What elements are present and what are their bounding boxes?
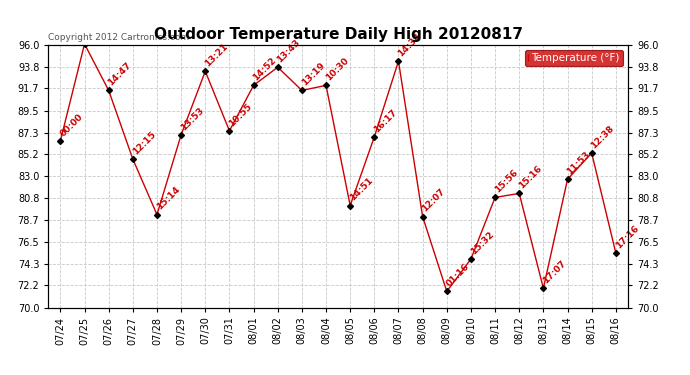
Text: 15:32: 15:32: [469, 230, 495, 256]
Text: 13:43: 13:43: [275, 38, 302, 64]
Text: 13:53: 13:53: [179, 105, 206, 132]
Text: 12:15: 12:15: [130, 130, 157, 156]
Text: 14:52: 14:52: [251, 56, 278, 82]
Text: 12:07: 12:07: [420, 187, 447, 214]
Text: Copyright 2012 Cartronics.com: Copyright 2012 Cartronics.com: [48, 33, 190, 42]
Text: 00:00: 00:00: [58, 112, 84, 138]
Legend: Temperature (°F): Temperature (°F): [525, 50, 622, 66]
Text: 15:16: 15:16: [517, 164, 544, 190]
Title: Outdoor Temperature Daily High 20120817: Outdoor Temperature Daily High 20120817: [154, 27, 522, 42]
Text: 10:30: 10:30: [324, 56, 351, 82]
Text: 15:14: 15:14: [155, 185, 181, 212]
Text: 17:16: 17:16: [613, 224, 640, 250]
Text: 11:53: 11:53: [565, 150, 592, 177]
Text: 01:16: 01:16: [444, 262, 471, 289]
Text: 14:47: 14:47: [106, 61, 133, 88]
Text: 13:21: 13:21: [203, 42, 230, 69]
Text: 13:19: 13:19: [299, 61, 326, 88]
Text: 12:38: 12:38: [589, 124, 616, 150]
Text: 16:17: 16:17: [372, 107, 399, 134]
Text: 10:55: 10:55: [227, 102, 254, 128]
Text: 14:51: 14:51: [348, 176, 375, 203]
Text: 14:34: 14:34: [396, 32, 423, 58]
Text: 16:52: 16:52: [0, 374, 1, 375]
Text: 17:07: 17:07: [541, 259, 568, 285]
Text: 15:56: 15:56: [493, 168, 520, 195]
